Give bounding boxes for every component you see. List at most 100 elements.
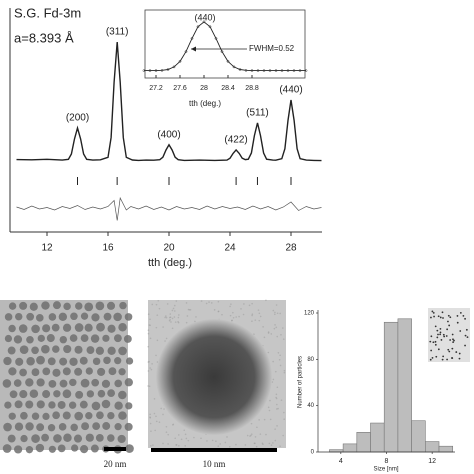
texture — [265, 433, 267, 436]
nanoparticle — [80, 334, 89, 343]
texture — [155, 354, 157, 357]
nanoparticle — [14, 422, 24, 431]
texture — [200, 300, 203, 302]
nanoparticle — [445, 335, 448, 337]
nanoparticle — [430, 349, 433, 352]
texture — [283, 418, 285, 421]
nanoparticle — [20, 411, 28, 420]
x-tick-label: 4 — [339, 458, 343, 465]
texture — [155, 303, 158, 306]
nanoparticle — [456, 321, 459, 324]
x-tick-label: 20 — [163, 243, 175, 254]
nanoparticle — [125, 444, 134, 453]
nanoparticle — [13, 379, 22, 387]
nanoparticle — [48, 313, 57, 321]
texture — [185, 321, 188, 324]
x-tick-label: 27.2 — [149, 85, 163, 92]
texture — [174, 321, 177, 323]
nanoparticle — [85, 367, 93, 375]
data-point — [226, 60, 230, 63]
nanoparticle — [429, 358, 432, 361]
texture — [175, 444, 177, 446]
nanoparticle — [101, 379, 111, 388]
texture — [274, 439, 277, 442]
texture — [265, 299, 267, 302]
nanoparticle — [62, 367, 71, 376]
x-tick-label: 12 — [428, 458, 436, 465]
texture — [147, 329, 150, 331]
nanoparticle — [118, 390, 127, 400]
nanoparticle — [443, 335, 446, 338]
nanoparticle — [48, 401, 56, 409]
nanoparticle — [458, 352, 461, 355]
nanoparticle — [441, 311, 444, 314]
texture — [272, 360, 274, 363]
nanoparticle — [107, 346, 116, 355]
texture — [283, 411, 285, 414]
nanoparticle — [102, 334, 110, 342]
texture — [148, 385, 151, 388]
nanoparticle — [80, 445, 89, 454]
nanoparticle — [459, 311, 462, 314]
nanoparticle — [435, 355, 438, 358]
data-point — [286, 69, 290, 72]
texture — [173, 304, 176, 307]
nanoparticle — [96, 322, 105, 332]
data-point — [262, 69, 266, 72]
texture — [193, 436, 195, 439]
nanoparticle — [48, 379, 57, 388]
nanoparticle — [4, 313, 13, 321]
texture — [217, 300, 220, 303]
texture — [175, 300, 178, 302]
texture — [279, 312, 281, 315]
nanoparticle — [437, 315, 440, 318]
nanoparticle — [447, 314, 450, 317]
data-point — [274, 69, 278, 72]
data-point — [214, 37, 218, 40]
nanoparticle — [8, 302, 17, 310]
nanoparticle — [31, 346, 39, 355]
nanoparticle — [114, 379, 123, 388]
texture — [164, 340, 166, 342]
lattice-constant: a=8.393 Å — [14, 30, 74, 45]
bar — [397, 318, 412, 453]
texture — [268, 409, 271, 412]
texture — [276, 312, 279, 315]
texture — [267, 332, 270, 334]
texture — [153, 398, 156, 400]
nanoparticle — [91, 313, 100, 322]
texture — [279, 364, 282, 367]
hist-x-label: Size [nm] — [373, 467, 398, 473]
nanoparticle — [442, 333, 445, 336]
nanoparticle — [107, 434, 115, 442]
y-tick-label: 80 — [307, 357, 314, 363]
texture — [246, 434, 249, 437]
texture — [274, 324, 276, 326]
nanoparticle — [9, 390, 18, 399]
texture — [186, 315, 189, 317]
nanoparticle — [84, 302, 94, 312]
data-point — [232, 65, 236, 69]
nanoparticle — [95, 301, 105, 311]
nanoparticle — [107, 389, 116, 397]
texture — [177, 320, 179, 323]
texture — [235, 443, 237, 446]
data-point — [142, 69, 146, 72]
bar — [370, 422, 385, 453]
nanoparticle — [456, 315, 459, 317]
nanoparticle — [19, 345, 29, 355]
texture — [147, 313, 150, 315]
nanoparticle — [26, 357, 35, 366]
nanoparticle — [107, 324, 116, 333]
nanoparticle — [47, 357, 56, 366]
nanoparticle — [8, 412, 16, 420]
texture — [251, 302, 253, 305]
texture — [256, 426, 258, 429]
texture — [148, 324, 151, 326]
texture — [248, 304, 251, 307]
texture — [230, 303, 232, 305]
nanoparticle — [69, 357, 78, 366]
data-point — [160, 68, 164, 72]
texture — [274, 313, 276, 316]
